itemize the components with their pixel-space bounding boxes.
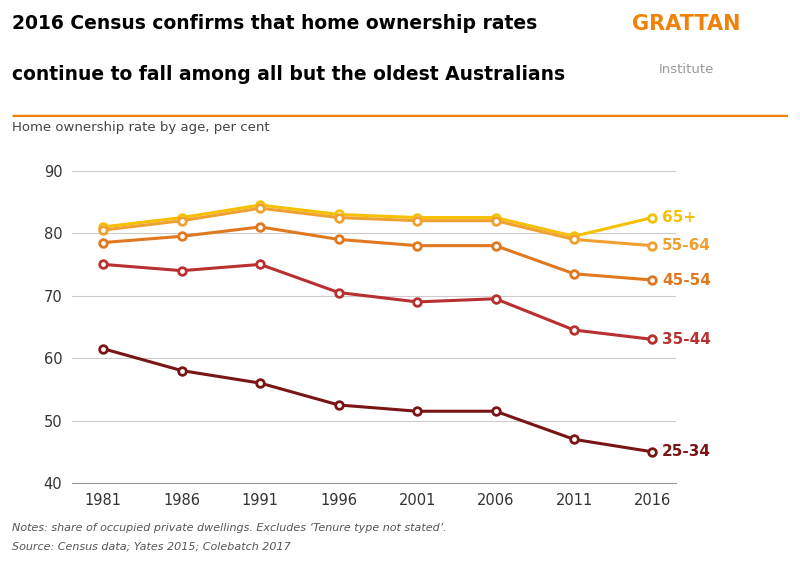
- Text: Institute: Institute: [658, 63, 714, 76]
- Text: 25-34: 25-34: [662, 444, 711, 459]
- Text: Home ownership rate by age, per cent: Home ownership rate by age, per cent: [12, 121, 270, 134]
- Text: Source: Census data; Yates 2015; Colebatch 2017: Source: Census data; Yates 2015; Colebat…: [12, 541, 290, 551]
- Text: 2016 Census confirms that home ownership rates: 2016 Census confirms that home ownership…: [12, 14, 538, 33]
- Text: Notes: share of occupied private dwellings. Excludes ‘Tenure type not stated’.: Notes: share of occupied private dwellin…: [12, 523, 446, 533]
- Text: GRATTAN: GRATTAN: [632, 14, 741, 34]
- Text: 55-64: 55-64: [662, 238, 711, 253]
- Text: 45-54: 45-54: [662, 272, 711, 288]
- Text: 65+: 65+: [662, 210, 696, 225]
- Text: 35-44: 35-44: [662, 332, 711, 347]
- Text: continue to fall among all but the oldest Australians: continue to fall among all but the oldes…: [12, 65, 565, 84]
